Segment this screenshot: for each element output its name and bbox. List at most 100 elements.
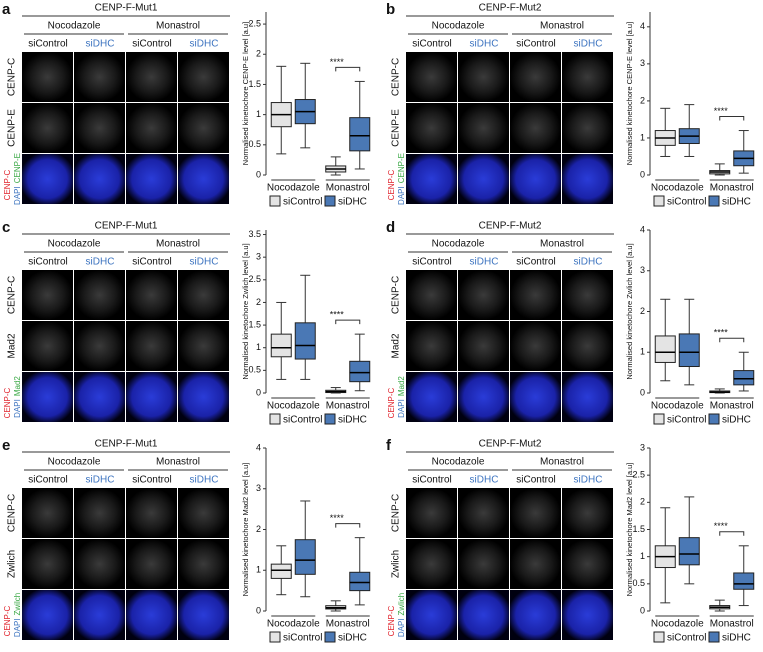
group-label: Nocodazole xyxy=(432,21,485,32)
micrograph xyxy=(562,321,613,371)
group-label: Nocodazole xyxy=(48,457,101,468)
legend-swatch xyxy=(269,413,281,425)
legend-swatch xyxy=(324,195,336,207)
box xyxy=(678,537,700,566)
micrograph xyxy=(22,372,73,422)
significance: **** xyxy=(330,513,345,523)
micrograph xyxy=(74,52,125,102)
legend-label: siDHC xyxy=(338,197,367,208)
condition-label: siDHC xyxy=(190,475,219,486)
y-tick-label: 0 xyxy=(256,387,261,397)
group-label: Nocodazole xyxy=(48,239,101,250)
merge-part: CENP-C xyxy=(3,605,12,636)
y-tick-label: 4 xyxy=(640,224,645,234)
panel: d CENP-F-Mut2 Nocodazole Monastrol siControl… xyxy=(386,219,755,426)
micrograph xyxy=(562,154,613,204)
micrograph xyxy=(510,154,561,204)
micrograph xyxy=(178,103,229,153)
micrograph xyxy=(562,52,613,102)
condition-label: siDHC xyxy=(190,257,219,268)
micrograph xyxy=(22,488,73,538)
panel-letter: d xyxy=(386,219,395,236)
micrograph xyxy=(458,154,509,204)
condition-label: siDHC xyxy=(86,257,115,268)
micrograph xyxy=(74,590,125,640)
merge-part: Mad2 xyxy=(397,376,406,397)
significance-bracket xyxy=(719,531,745,536)
group-label: Monastrol xyxy=(540,457,584,468)
y-tick-label: 3 xyxy=(256,252,261,262)
merge-part: DAPI xyxy=(397,619,406,638)
group-label: Monastrol xyxy=(156,457,200,468)
legend-label: siControl xyxy=(667,415,706,426)
panel: a CENP-F-Mut1 Nocodazole Monastrol siControl… xyxy=(2,1,371,208)
condition-label: siControl xyxy=(132,257,171,268)
micrograph xyxy=(510,488,561,538)
micrograph xyxy=(74,154,125,204)
y-tick-label: 3.5 xyxy=(248,229,261,239)
row-label: CENP-E xyxy=(391,109,402,147)
panel-title: CENP-F-Mut1 xyxy=(95,439,158,450)
row-label: CENP-E xyxy=(7,109,18,147)
merge-label: CENP-CDAPI Zwlich xyxy=(387,593,406,637)
merge-part: CENP-C xyxy=(3,169,12,200)
significance: **** xyxy=(714,521,729,531)
y-tick-label: 3 xyxy=(640,442,645,452)
micrograph xyxy=(22,539,73,589)
significance: **** xyxy=(714,328,729,338)
significance-bracket xyxy=(719,337,745,343)
micrograph xyxy=(22,154,73,204)
y-tick-label: 0 xyxy=(640,387,645,397)
y-axis-label: Normalised kinetochore CENP-E level [a.u… xyxy=(241,22,250,165)
merge-label: CENP-CDAPI Mad2 xyxy=(387,376,406,419)
significance-bracket xyxy=(335,319,361,325)
legend-swatch xyxy=(324,413,336,425)
x-tick-label: Nocodazole xyxy=(267,401,320,412)
micrograph xyxy=(178,539,229,589)
y-tick-label: 4 xyxy=(640,21,645,31)
y-tick-label: 2.5 xyxy=(248,18,261,28)
micrograph xyxy=(178,321,229,371)
legend-swatch xyxy=(269,631,281,643)
x-tick-label: Monastrol xyxy=(326,401,370,412)
y-tick-label: 2.5 xyxy=(248,274,261,284)
condition-label: siControl xyxy=(28,39,67,50)
panel-letter: c xyxy=(2,219,10,236)
row-label: CENP-C xyxy=(391,494,402,532)
micrograph xyxy=(126,590,177,640)
y-tick-label: 0.5 xyxy=(248,365,261,375)
micrograph xyxy=(510,539,561,589)
significance-bracket xyxy=(335,523,361,528)
y-tick-label: 0 xyxy=(640,605,645,615)
merge-part: DAPI xyxy=(397,399,406,418)
row-label: Zwlich xyxy=(7,550,18,578)
merge-part: Zwilch xyxy=(13,593,22,616)
merge-label: CENP-CDAPI CENP-E xyxy=(3,153,22,205)
row-label: CENP-C xyxy=(7,494,18,532)
legend-label: siControl xyxy=(667,633,706,644)
legend-label: siDHC xyxy=(338,415,367,426)
legend-label: siControl xyxy=(667,197,706,208)
y-tick-label: 1 xyxy=(640,132,645,142)
merge-part: Zwlich xyxy=(397,593,406,616)
merge-part: Mad2 xyxy=(13,376,22,397)
group-label: Nocodazole xyxy=(432,457,485,468)
legend-label: siDHC xyxy=(338,633,367,644)
legend-swatch xyxy=(653,195,665,207)
micrograph xyxy=(126,52,177,102)
legend-swatch xyxy=(708,413,720,425)
panel-letter: e xyxy=(2,437,10,454)
panel-title: CENP-F-Mut2 xyxy=(479,221,542,232)
micrograph xyxy=(126,372,177,422)
micrograph xyxy=(22,321,73,371)
micrograph xyxy=(74,321,125,371)
panel: c CENP-F-Mut1 Nocodazole Monastrol siControl… xyxy=(2,219,371,426)
panel-title: CENP-F-Mut1 xyxy=(95,221,158,232)
y-tick-label: 1.5 xyxy=(248,319,261,329)
row-label: Zwlich xyxy=(391,550,402,578)
condition-label: siDHC xyxy=(470,39,499,50)
micrograph xyxy=(510,52,561,102)
x-tick-label: Nocodazole xyxy=(651,401,704,412)
condition-label: siControl xyxy=(516,39,555,50)
y-tick-label: 2 xyxy=(640,95,645,105)
